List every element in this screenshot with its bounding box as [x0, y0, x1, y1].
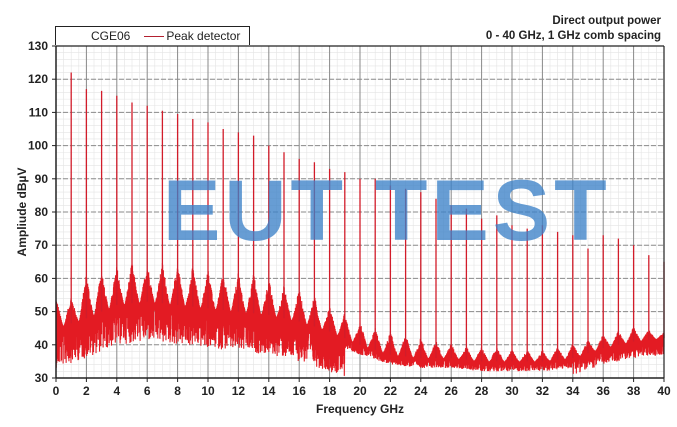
x-axis-ticks: 0 2 4 6 8 10 12 14 16 18 20 22 24 26 28 30 32 34 36 38 40 — [53, 378, 671, 398]
x-tick-label: 36 — [597, 384, 611, 398]
x-tick-label: 28 — [475, 384, 489, 398]
y-tick-label: 100 — [28, 139, 48, 153]
x-tick-label: 14 — [262, 384, 276, 398]
y-tick-label: 120 — [28, 72, 48, 86]
x-tick-label: 30 — [505, 384, 519, 398]
x-tick-label: 40 — [657, 384, 671, 398]
y-tick-label: 50 — [35, 305, 49, 319]
x-tick-label: 0 — [53, 384, 60, 398]
legend-device: CGE06 — [91, 29, 131, 43]
title-line-1: Direct output power — [552, 15, 661, 27]
x-tick-label: 18 — [323, 384, 337, 398]
y-axis-ticks: 30 40 50 60 70 80 90 100 110 120 130 — [28, 39, 56, 385]
x-tick-label: 22 — [384, 384, 398, 398]
x-tick-label: 8 — [174, 384, 181, 398]
x-axis-label: Frequency GHz — [315, 402, 405, 416]
y-tick-label: 60 — [35, 271, 49, 285]
x-tick-label: 10 — [201, 384, 215, 398]
legend-entry-peak-detector: Peak detector — [166, 29, 241, 43]
y-tick-label: 30 — [35, 371, 49, 385]
x-tick-label: 16 — [293, 384, 307, 398]
x-tick-label: 26 — [445, 384, 459, 398]
x-tick-label: 24 — [414, 384, 428, 398]
legend: CGE06 Peak detector — [55, 26, 250, 45]
x-tick-label: 20 — [353, 384, 367, 398]
x-tick-label: 4 — [113, 384, 120, 398]
x-tick-label: 6 — [144, 384, 151, 398]
peak-detector-trace — [55, 72, 665, 376]
x-tick-label: 12 — [232, 384, 246, 398]
y-tick-label: 130 — [28, 39, 48, 53]
y-axis-label: Ampliude dBµV — [15, 167, 29, 257]
y-tick-label: 90 — [35, 172, 49, 186]
chart-title: Direct output power 0 - 40 GHz, 1 GHz co… — [486, 14, 661, 44]
x-tick-label: 32 — [536, 384, 550, 398]
x-tick-label: 38 — [627, 384, 641, 398]
y-tick-label: 110 — [29, 105, 49, 119]
x-tick-label: 34 — [566, 384, 580, 398]
y-tick-label: 40 — [35, 338, 49, 352]
x-tick-label: 2 — [83, 384, 90, 398]
y-tick-label: 70 — [35, 238, 49, 252]
legend-line-swatch — [144, 35, 165, 37]
watermark: EUT TEST — [163, 163, 611, 259]
title-line-2: 0 - 40 GHz, 1 GHz comb spacing — [485, 30, 661, 42]
y-tick-label: 80 — [35, 205, 49, 219]
